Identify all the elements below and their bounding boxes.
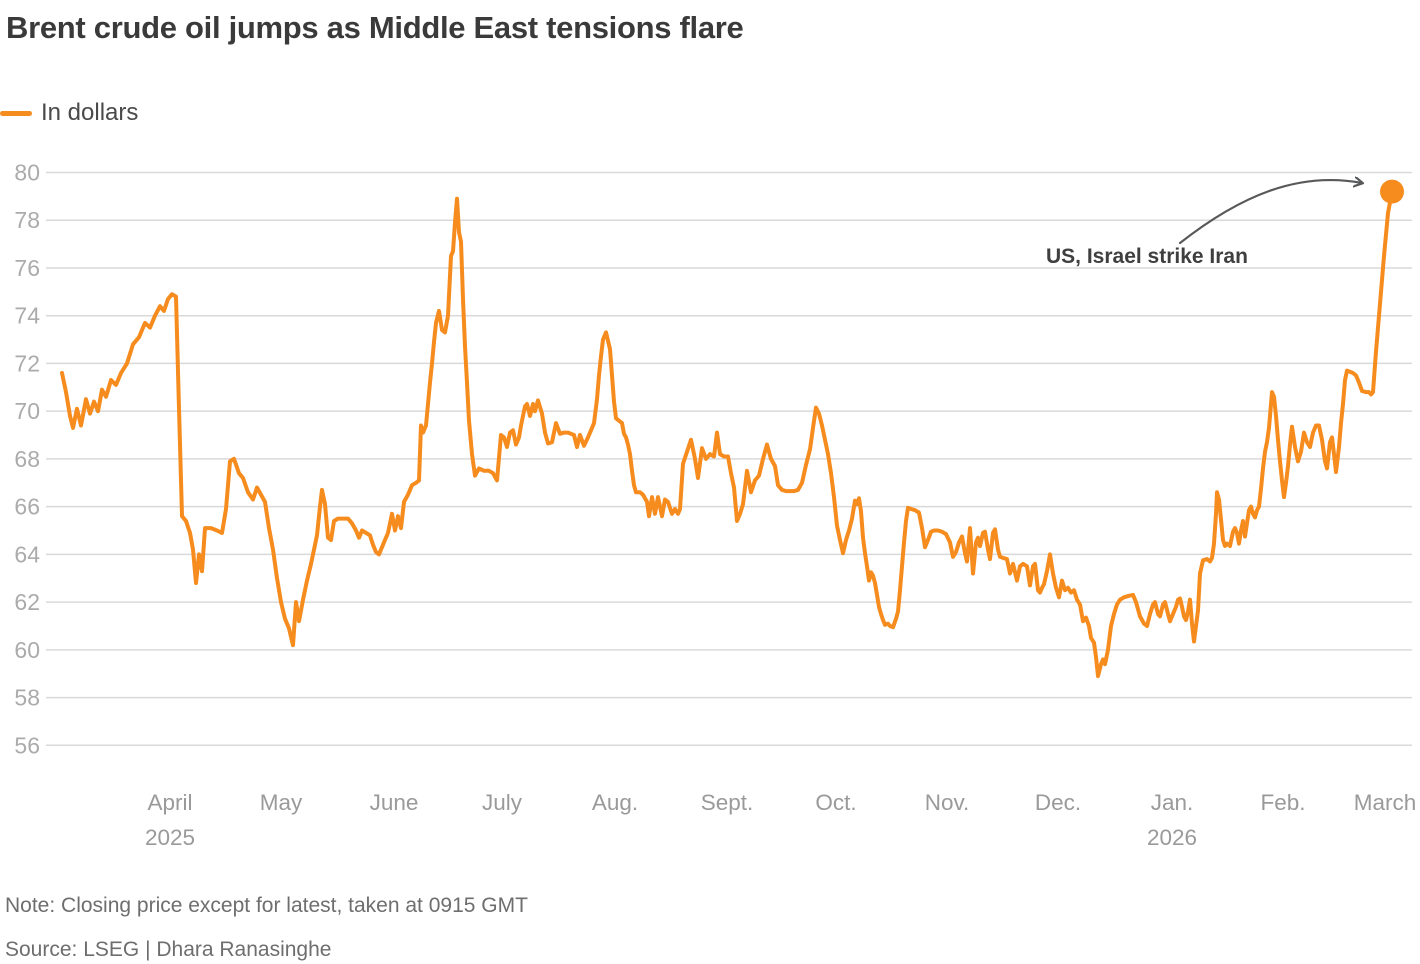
y-tick-label: 56 (14, 732, 40, 758)
x-tick-label: Aug. (592, 790, 638, 815)
x-tick-label: Nov. (925, 790, 970, 815)
x-tick-label: July (482, 790, 523, 815)
y-tick-label: 68 (14, 446, 40, 472)
y-tick-label: 58 (14, 685, 40, 711)
y-tick-label: 64 (14, 541, 40, 567)
x-axis-tick-labels: April 2025 May June July Aug. Sept. Oct. Nov. Dec… (145, 790, 1416, 850)
x-tick-label: June (370, 790, 419, 815)
chart-note: Note: Closing price except for latest, t… (5, 894, 528, 917)
x-tick-label: March (1354, 790, 1417, 815)
latest-price-dot (1380, 179, 1404, 204)
y-tick-label: 60 (14, 637, 40, 663)
x-tick-sublabel: 2026 (1147, 825, 1197, 850)
x-tick-label: Oct. (815, 790, 856, 815)
y-tick-label: 80 (14, 160, 40, 186)
x-tick-label: April (147, 790, 192, 815)
price-line-series (60, 189, 1394, 679)
annotation-arrow-icon (1178, 180, 1362, 245)
y-tick-label: 76 (14, 255, 40, 281)
x-tick-label: Sept. (701, 790, 754, 815)
y-tick-label: 62 (14, 589, 40, 615)
y-tick-label: 78 (14, 207, 40, 233)
x-tick-label: Feb. (1260, 790, 1305, 815)
y-axis-tick-labels: 80 78 76 74 72 70 68 66 64 62 60 58 56 (14, 160, 40, 759)
page-title: Brent crude oil jumps as Middle East ten… (6, 10, 744, 45)
legend-label: In dollars (41, 99, 139, 126)
x-tick-label: Dec. (1035, 790, 1081, 815)
chart-source: Source: LSEG | Dhara Ranasinghe (5, 938, 332, 961)
event-annotation: US, Israel strike Iran (1046, 245, 1248, 268)
x-tick-label: Jan. (1151, 790, 1194, 815)
y-tick-label: 74 (14, 303, 40, 329)
x-tick-label: May (260, 790, 303, 815)
y-tick-label: 66 (14, 494, 40, 520)
x-tick-sublabel: 2025 (145, 825, 195, 850)
y-tick-label: 70 (14, 398, 40, 424)
legend: In dollars (0, 99, 139, 126)
legend-line-swatch-icon (0, 110, 32, 116)
y-tick-label: 72 (14, 350, 40, 376)
